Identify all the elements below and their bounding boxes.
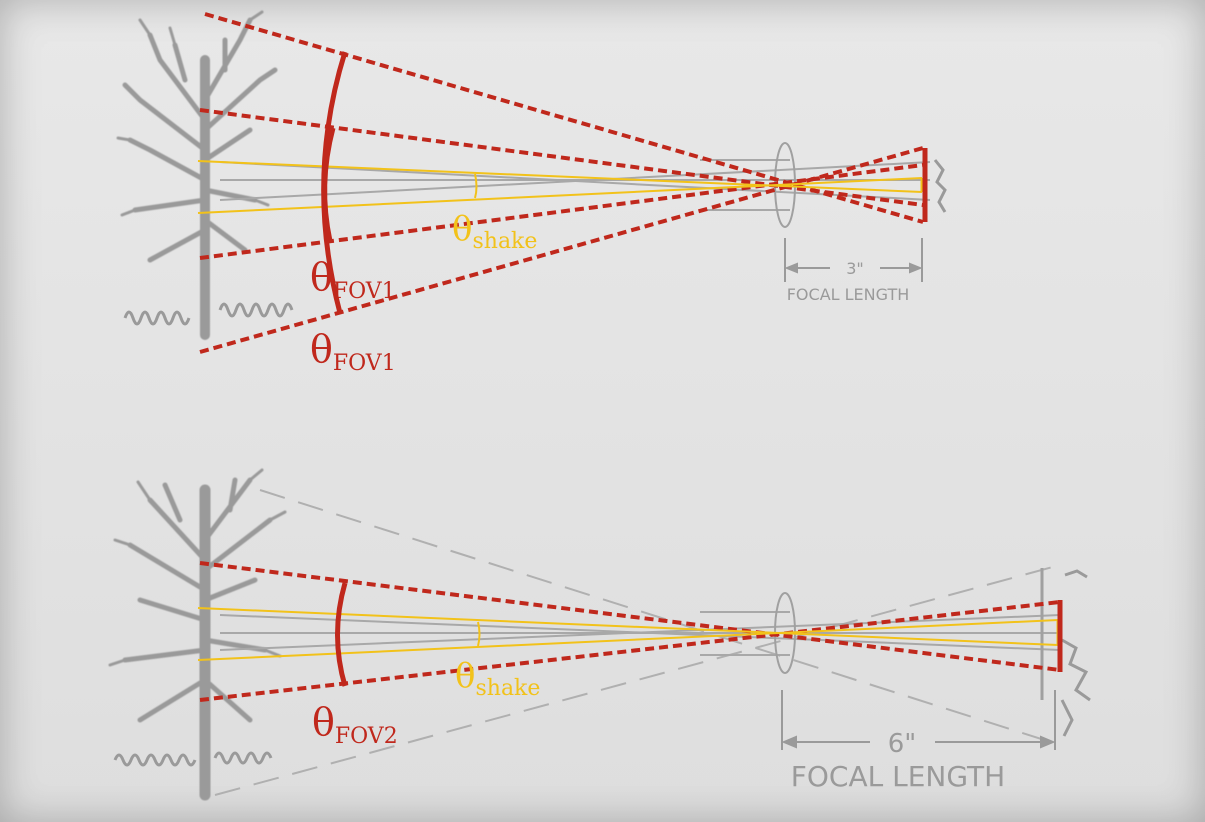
theta-shake-label-1: θshake [452,209,537,254]
sensor-sketch-2 [1060,569,1091,737]
ground-squiggle-2 [113,751,273,767]
panel-2: 6" FOCAL LENGTH θshake θFOV2 [108,468,1091,801]
tree-1-illustration [116,10,278,340]
theta-fov-label-2: θFOV2 [312,700,398,749]
focal-label-2: FOCAL LENGTH [791,760,1005,793]
focal-value-1: 3" [846,259,864,278]
focal-label-1: FOCAL LENGTH [787,285,910,304]
sensor-sketch-1 [933,159,947,213]
tree-2-illustration [108,468,287,801]
shake-rays-1 [197,160,924,214]
focal-value-2: 6" [888,729,917,759]
fov-arc-1-inner [322,127,336,242]
theta-fov-label-1b: θFOV1 [310,327,396,376]
fov-arc-2 [335,582,348,687]
theta-shake-label-2: θshake [455,656,540,701]
ground-squiggle-1 [123,302,294,326]
panel-1: 3" FOCAL LENGTH θshake θFOV1 θFOV1 [116,10,947,376]
focal-dimension-1 [784,238,923,282]
gray-ray-sketch-2 [219,611,1061,656]
theta-fov-label-1a: θFOV1 [310,255,396,304]
focal-dimension-2 [781,690,1056,750]
gray-wide-fov-2 [214,489,1061,796]
